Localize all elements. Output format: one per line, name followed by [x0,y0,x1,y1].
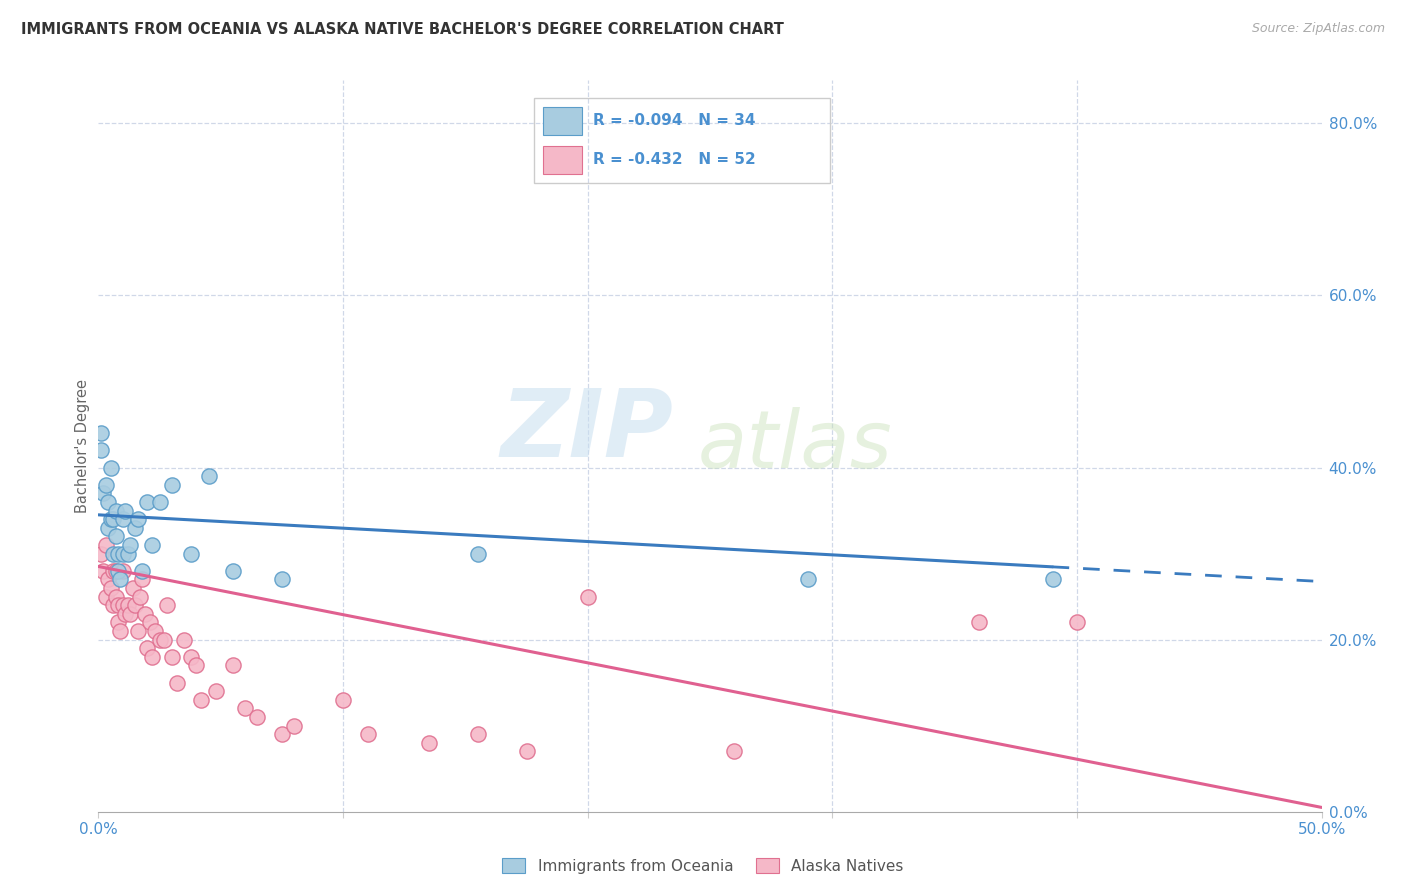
Point [104,564,127,578]
Point [94,538,117,552]
Point [117,598,139,612]
Point [107,598,129,612]
Point [107,547,129,561]
Point [104,590,127,604]
Point [576,590,599,604]
Point [97,495,120,509]
Point [94,477,117,491]
Point [124,598,146,612]
Point [100,581,122,595]
Point [153,632,176,647]
Point [270,727,294,741]
Point [283,719,305,733]
Text: IMMIGRANTS FROM OCEANIA VS ALASKA NATIVE BACHELOR'S DEGREE CORRELATION CHART: IMMIGRANTS FROM OCEANIA VS ALASKA NATIVE… [21,22,785,37]
Y-axis label: Bachelor's Degree: Bachelor's Degree [75,379,90,513]
Point [186,658,208,673]
Point [797,573,820,587]
Point [90,443,112,458]
Point [101,598,124,612]
Point [149,632,172,647]
Point [190,693,212,707]
Point [1042,573,1064,587]
Point [111,598,134,612]
Point [107,564,129,578]
Text: Source: ZipAtlas.com: Source: ZipAtlas.com [1251,22,1385,36]
Point [104,529,127,543]
Bar [543,146,582,175]
Point [180,547,202,561]
Point [100,460,122,475]
Point [967,615,990,630]
Point [110,573,132,587]
Point [136,641,159,656]
Point [332,693,354,707]
Point [246,710,269,724]
Point [467,547,489,561]
Text: atlas: atlas [697,407,893,485]
Point [107,615,129,630]
Point [101,564,124,578]
Legend: Immigrants from Oceania, Alaska Natives: Immigrants from Oceania, Alaska Natives [496,852,910,880]
Point [131,573,153,587]
Point [467,727,489,741]
Point [141,649,163,664]
Point [160,649,183,664]
Point [418,736,440,750]
Point [233,701,256,715]
Point [270,573,294,587]
Point [149,495,172,509]
Text: ZIP: ZIP [501,385,673,477]
Point [131,564,153,578]
Point [141,538,163,552]
Point [120,538,142,552]
Point [134,607,156,621]
Point [94,590,117,604]
Point [1066,615,1088,630]
Point [173,632,195,647]
Point [101,547,124,561]
Point [723,744,745,758]
Point [114,607,136,621]
Point [515,744,537,758]
Point [129,590,152,604]
Point [222,658,245,673]
Point [114,503,136,517]
Point [111,512,134,526]
Point [90,426,112,441]
Point [222,564,245,578]
Point [143,624,166,638]
Point [156,598,179,612]
Point [117,547,139,561]
Point [101,512,124,526]
Point [97,521,120,535]
Point [127,624,149,638]
Point [91,486,114,500]
Point [356,727,378,741]
Point [166,675,188,690]
Point [97,573,120,587]
Point [205,684,228,698]
Point [127,512,149,526]
Point [136,495,159,509]
Point [197,469,219,483]
Point [160,477,183,491]
Text: R = -0.432   N = 52: R = -0.432 N = 52 [593,153,756,168]
Point [180,649,202,664]
Point [121,581,143,595]
Point [124,521,146,535]
Point [110,624,132,638]
Point [111,564,134,578]
Point [120,607,142,621]
Point [90,547,112,561]
Bar [543,107,582,135]
Point [139,615,162,630]
Text: R = -0.094   N = 34: R = -0.094 N = 34 [593,113,756,128]
Point [91,564,114,578]
Point [111,547,134,561]
Point [104,503,127,517]
Point [100,512,122,526]
